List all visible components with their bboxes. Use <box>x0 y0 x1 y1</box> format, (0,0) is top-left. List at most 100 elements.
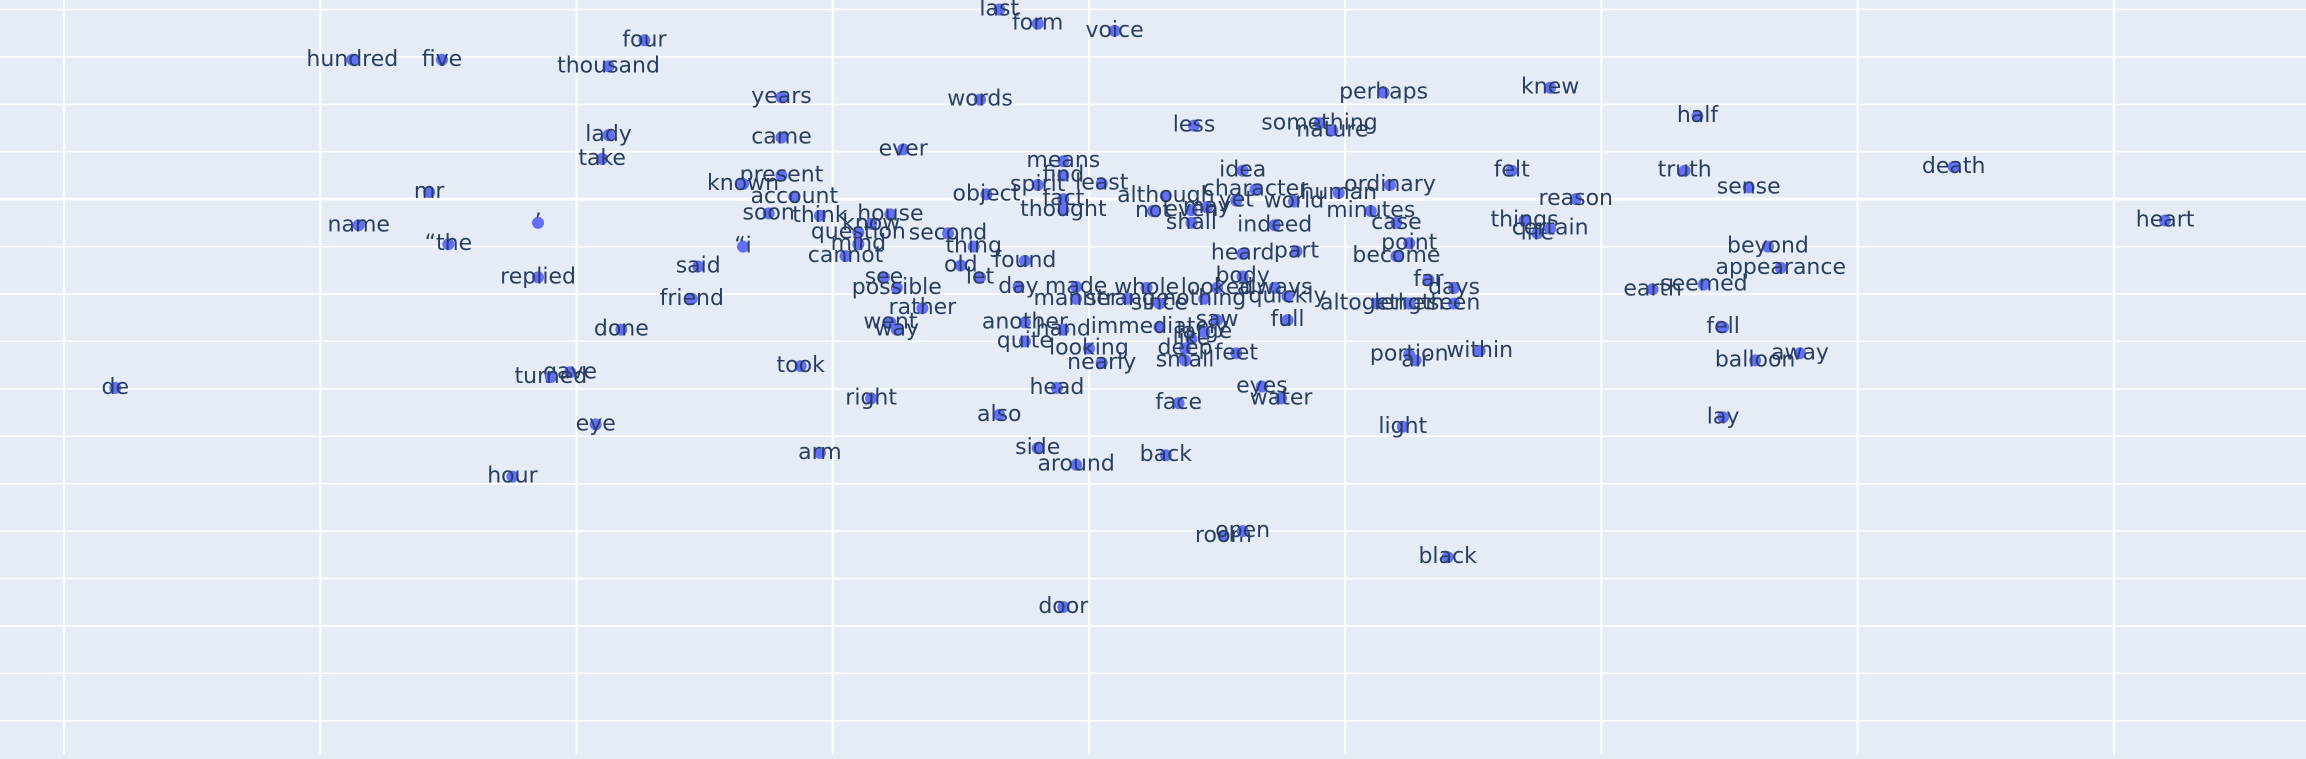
data-point-marker[interactable] <box>1200 201 1213 214</box>
data-point-marker[interactable] <box>916 302 929 315</box>
data-point-marker[interactable] <box>1313 117 1326 130</box>
data-point-marker[interactable] <box>2159 214 2172 227</box>
data-point[interactable]: large <box>1176 319 1232 344</box>
data-point[interactable]: mr <box>414 179 445 204</box>
data-point[interactable]: soon <box>743 200 795 225</box>
data-point-marker[interactable] <box>1159 189 1172 202</box>
data-point[interactable]: feet <box>1215 340 1259 365</box>
data-point-marker[interactable] <box>109 381 122 394</box>
data-point-marker[interactable] <box>1249 183 1262 196</box>
data-point-marker[interactable] <box>1473 344 1486 357</box>
data-point-marker[interactable] <box>1057 204 1070 217</box>
data-point[interactable]: de <box>102 375 130 400</box>
data-point[interactable]: spirit <box>1010 172 1066 197</box>
data-point-marker[interactable] <box>1390 250 1403 263</box>
data-point[interactable]: felt <box>1494 158 1530 183</box>
data-point[interactable]: another <box>982 309 1069 334</box>
data-point[interactable]: least <box>1075 171 1129 196</box>
data-point[interactable]: open <box>1215 518 1270 543</box>
data-point-marker[interactable] <box>1569 193 1582 206</box>
data-point[interactable]: mind <box>831 231 886 256</box>
data-point[interactable]: day <box>998 274 1038 299</box>
data-point[interactable]: far <box>1413 267 1444 292</box>
data-point[interactable]: body <box>1215 263 1269 288</box>
data-point[interactable]: let <box>966 264 995 289</box>
data-point-marker[interactable] <box>1448 297 1461 310</box>
data-point[interactable]: find <box>1042 162 1084 187</box>
data-point-marker[interactable] <box>1057 323 1070 336</box>
data-point-marker[interactable] <box>1255 380 1268 393</box>
data-point[interactable]: lay <box>1707 404 1740 429</box>
data-point[interactable]: years <box>751 84 812 109</box>
data-point[interactable]: less <box>1173 113 1216 138</box>
data-point-marker[interactable] <box>1774 261 1787 274</box>
data-point-marker[interactable] <box>1531 227 1544 240</box>
data-point[interactable]: arm <box>798 440 842 465</box>
data-point-marker[interactable] <box>1095 356 1108 369</box>
data-point[interactable]: knew <box>1521 75 1579 100</box>
data-point-marker[interactable] <box>1717 411 1730 424</box>
data-point[interactable]: portion <box>1370 342 1449 367</box>
data-point[interactable]: think <box>792 203 848 228</box>
data-point-marker[interactable] <box>1409 354 1422 367</box>
data-point[interactable]: friend <box>660 286 724 311</box>
data-point[interactable]: “the <box>425 231 473 256</box>
data-point-marker[interactable] <box>967 240 980 253</box>
data-point[interactable]: present <box>740 162 824 187</box>
data-point-marker[interactable] <box>1544 81 1557 94</box>
data-point-marker[interactable] <box>1364 205 1377 218</box>
data-point[interactable]: face <box>1155 390 1202 415</box>
data-point-marker[interactable] <box>1390 216 1403 229</box>
data-point-marker[interactable] <box>839 250 852 263</box>
data-point[interactable]: cannot <box>808 243 884 268</box>
data-point-marker[interactable] <box>1377 86 1390 99</box>
data-point-marker[interactable] <box>974 93 987 106</box>
data-point[interactable]: hour <box>487 464 538 489</box>
data-point[interactable]: right <box>845 385 897 410</box>
data-point-marker[interactable] <box>1268 281 1281 294</box>
data-point-marker[interactable] <box>737 177 750 190</box>
data-point[interactable]: fell <box>1706 314 1740 339</box>
data-point-marker[interactable] <box>1050 381 1063 394</box>
data-point-marker[interactable] <box>1275 392 1288 405</box>
data-point[interactable]: head <box>1029 375 1084 400</box>
data-point-marker[interactable] <box>1108 24 1121 37</box>
data-point[interactable]: black <box>1418 544 1477 569</box>
data-point[interactable]: although <box>1117 183 1214 208</box>
data-point[interactable]: found <box>993 248 1056 273</box>
data-point[interactable]: eye <box>576 411 616 436</box>
data-point[interactable]: went <box>863 309 917 334</box>
data-point-marker[interactable] <box>423 186 436 199</box>
data-point[interactable]: earth <box>1623 276 1682 301</box>
data-point[interactable]: full <box>1271 307 1305 332</box>
data-point-marker[interactable] <box>1140 281 1153 294</box>
data-point-marker[interactable] <box>1717 321 1730 334</box>
data-point[interactable]: form <box>1012 11 1063 36</box>
data-point[interactable]: old <box>944 253 978 278</box>
data-point[interactable]: water <box>1250 385 1314 410</box>
data-point-marker[interactable] <box>692 260 705 273</box>
data-point-marker[interactable] <box>737 240 750 253</box>
data-point[interactable]: always <box>1237 275 1313 300</box>
data-point-marker[interactable] <box>1281 314 1294 327</box>
data-point-marker[interactable] <box>980 188 993 201</box>
data-point-marker[interactable] <box>794 360 807 373</box>
data-point-marker[interactable] <box>1187 119 1200 132</box>
data-point[interactable]: side <box>1015 435 1060 460</box>
data-point-marker[interactable] <box>352 219 365 232</box>
data-point[interactable]: took <box>777 353 826 378</box>
data-point-marker[interactable] <box>1031 178 1044 191</box>
data-point-marker[interactable] <box>1332 187 1345 200</box>
data-point[interactable]: whole <box>1114 275 1179 300</box>
data-point-marker[interactable] <box>890 323 903 336</box>
data-point-marker[interactable] <box>1371 297 1384 310</box>
data-point-marker[interactable] <box>890 281 903 294</box>
data-point[interactable]: back <box>1140 442 1193 467</box>
data-point[interactable]: turned <box>515 364 588 389</box>
data-point-marker[interactable] <box>1678 164 1691 177</box>
data-point[interactable]: truth <box>1658 158 1712 183</box>
data-point[interactable]: name <box>328 212 390 237</box>
data-point-marker[interactable] <box>1070 458 1083 471</box>
data-point-marker[interactable] <box>615 323 628 336</box>
data-point-marker[interactable] <box>1448 281 1461 294</box>
